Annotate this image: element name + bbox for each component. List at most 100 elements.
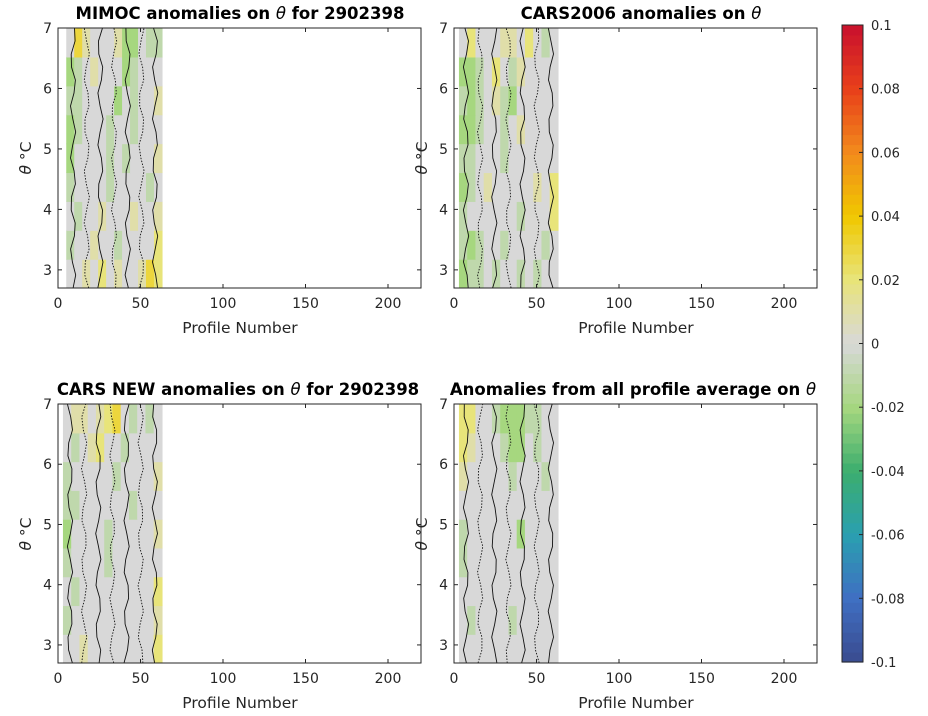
anomaly-cell (120, 490, 130, 520)
colorbar-band (842, 144, 863, 155)
colorbar-band (842, 492, 863, 504)
anomaly-cell (106, 28, 115, 58)
anomaly-cell (483, 605, 493, 635)
anomaly-cell (66, 114, 75, 145)
anomaly-cell (533, 634, 543, 663)
anomaly-cell (120, 432, 130, 463)
anomaly-cell (153, 576, 163, 607)
colorbar-band (842, 642, 863, 653)
anomaly-cell (106, 143, 115, 174)
colorbar-band (842, 612, 863, 623)
anomaly-cell (82, 56, 91, 87)
anomaly-cell (491, 432, 501, 463)
contour-line (533, 28, 540, 288)
colorbar-band (842, 622, 863, 633)
colorbar-band (842, 482, 863, 494)
anomaly-cell (128, 490, 138, 520)
anomaly-cell (71, 634, 81, 663)
colorbar-band (842, 234, 863, 245)
anomaly-cell (500, 259, 510, 288)
anomaly-cell (533, 461, 543, 491)
anomaly-cell (87, 576, 97, 607)
anomaly-cell (500, 432, 510, 463)
anomaly-cell (524, 56, 534, 87)
colorbar-band (842, 303, 863, 315)
y-tick-label: 4 (43, 578, 52, 594)
anomaly-cell (130, 56, 139, 87)
anomaly-cell (524, 490, 534, 520)
anomaly-cell (145, 576, 155, 607)
colorbar-band (842, 283, 863, 295)
x-tick-label: 50 (132, 671, 150, 687)
anomaly-cell (122, 259, 131, 288)
anomaly-cell (122, 143, 131, 174)
anomaly-cell (533, 605, 543, 635)
anomaly-cell (98, 28, 107, 58)
anomaly-cell (74, 56, 83, 87)
anomaly-cell (90, 28, 99, 58)
anomaly-cell (541, 490, 551, 520)
anomaly-cell (516, 576, 526, 607)
anomaly-cell (508, 172, 518, 202)
colorbar-band (842, 243, 863, 255)
anomaly-cell (145, 547, 155, 578)
anomaly-cell (153, 490, 163, 520)
anomaly-cell (549, 201, 559, 231)
anomaly-cell (66, 230, 75, 260)
anomaly-cell (87, 404, 97, 434)
anomaly-cell (130, 143, 139, 174)
anomaly-cell (82, 172, 91, 202)
colorbar-tick-label: 0.06 (871, 146, 900, 161)
anomaly-cell (62, 634, 72, 663)
anomaly-cell (145, 605, 155, 635)
anomaly-cell (458, 461, 468, 491)
anomaly-cell (500, 143, 510, 174)
anomaly-cell (114, 28, 123, 58)
anomaly-cell (112, 605, 122, 635)
anomaly-cell (483, 201, 493, 231)
contour-line (152, 28, 159, 288)
anomaly-cell (106, 114, 115, 145)
colorbar-band (842, 373, 863, 384)
contour-line (505, 404, 512, 663)
colorbar-band (842, 452, 863, 464)
anomaly-cell (71, 519, 81, 549)
contour-line (462, 404, 470, 663)
colorbar-band (842, 462, 863, 474)
anomaly-cell (128, 404, 138, 434)
anomaly-cell (122, 114, 131, 145)
colorbar-band (842, 253, 863, 265)
panel-title: Anomalies from all profile average on θ (450, 380, 816, 399)
anomaly-cell (82, 201, 91, 231)
y-tick-label: 3 (43, 638, 52, 654)
anomaly-cell (137, 490, 147, 520)
anomaly-cell (95, 519, 105, 549)
anomaly-cell (79, 634, 89, 663)
colorbar-band (842, 154, 863, 165)
anomaly-cell (90, 201, 99, 231)
anomaly-cell (130, 230, 139, 260)
anomaly-cell (475, 172, 485, 202)
anomaly-field (458, 28, 559, 288)
anomaly-cell (541, 547, 551, 578)
anomaly-cell (114, 230, 123, 260)
anomaly-cell (541, 172, 551, 202)
y-axis-label: θ °C (17, 142, 35, 175)
panel-title: CARS2006 anomalies on θ (521, 4, 762, 23)
anomaly-cell (500, 404, 510, 434)
anomaly-cell (128, 519, 138, 549)
anomaly-cell (483, 432, 493, 463)
anomaly-cell (112, 490, 122, 520)
x-ticks: 0 50 100 150 200 (54, 28, 401, 312)
anomaly-cell (138, 259, 147, 288)
anomaly-cell (467, 259, 477, 288)
anomaly-cell (90, 56, 99, 87)
anomaly-cell (90, 259, 99, 288)
anomaly-cell (483, 461, 493, 491)
anomaly-cell (483, 85, 493, 116)
anomaly-cell (146, 259, 155, 288)
anomaly-cell (74, 201, 83, 231)
anomaly-cell (128, 461, 138, 491)
anomaly-cell (508, 85, 518, 116)
anomaly-cell (87, 432, 97, 463)
